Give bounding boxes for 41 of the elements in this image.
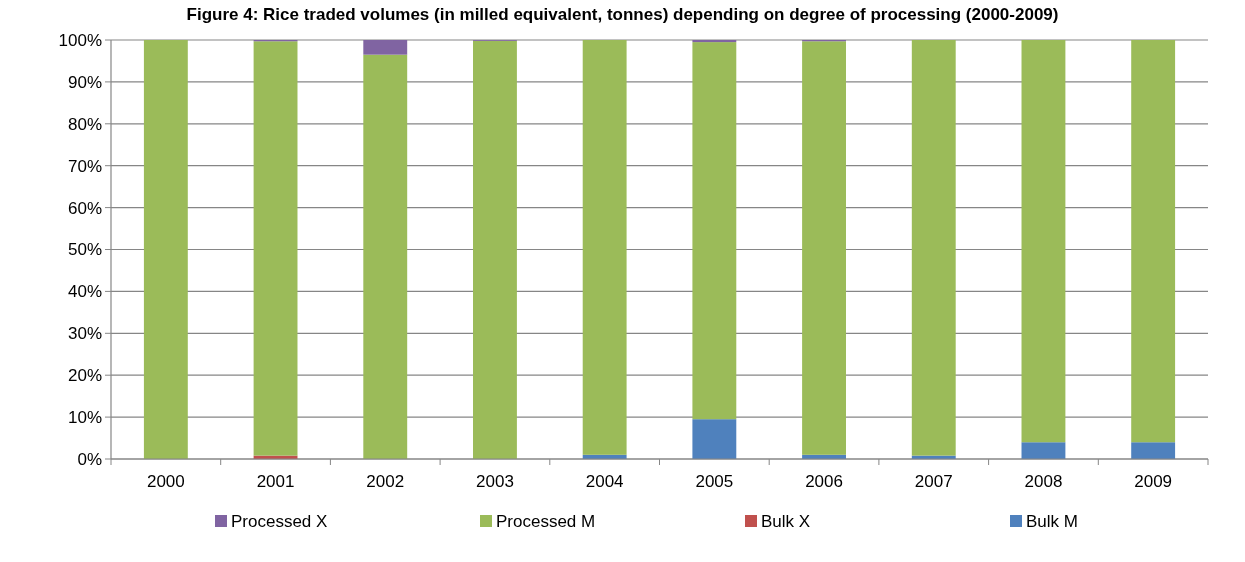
x-tick-label: 2005 <box>695 472 734 491</box>
bar <box>692 419 737 459</box>
y-tick-label: 50% <box>67 240 102 260</box>
y-tick-label: 70% <box>67 156 102 176</box>
y-tick-label: 60% <box>67 198 102 218</box>
x-tick-label: 2003 <box>476 472 514 491</box>
x-tick-label: 2002 <box>366 472 405 491</box>
y-tick-label: 80% <box>67 114 102 134</box>
bar <box>1131 40 1176 443</box>
y-tick-label: 30% <box>67 324 102 344</box>
y-tick-label: 10% <box>67 408 102 428</box>
bar <box>253 41 298 456</box>
y-tick-label: 100% <box>58 30 102 50</box>
x-tick-label: 2006 <box>805 472 843 491</box>
y-tick-label: 0% <box>77 449 102 469</box>
x-tick-label: 2009 <box>1134 472 1173 491</box>
bar <box>1021 40 1066 443</box>
x-tick-label: 2008 <box>1024 472 1063 491</box>
y-tick-label: 90% <box>67 72 102 92</box>
bar <box>692 42 737 420</box>
bar <box>363 40 408 55</box>
bar <box>911 40 956 456</box>
legend-label: Processed X <box>231 511 328 531</box>
bar <box>473 40 517 459</box>
bar <box>1131 442 1176 459</box>
legend-label: Processed M <box>496 511 596 531</box>
bar <box>582 40 627 455</box>
x-tick-label: 2000 <box>146 472 185 491</box>
x-tick-label: 2001 <box>256 472 295 491</box>
legend-label: Bulk X <box>761 511 811 531</box>
y-tick-label: 40% <box>67 282 102 302</box>
y-tick-label: 20% <box>67 366 102 386</box>
x-tick-label: 2004 <box>585 472 624 491</box>
bar <box>692 40 737 43</box>
bar <box>802 41 846 455</box>
bar <box>363 54 408 459</box>
bar <box>143 40 188 459</box>
chart-title: Figure 4: Rice traded volumes (in milled equivalent, tonnes) depending on degree of processing (2000-2009) <box>186 5 1059 24</box>
bar <box>1021 442 1066 459</box>
x-tick-label: 2007 <box>914 472 953 491</box>
legend-label: Bulk M <box>1026 511 1078 531</box>
